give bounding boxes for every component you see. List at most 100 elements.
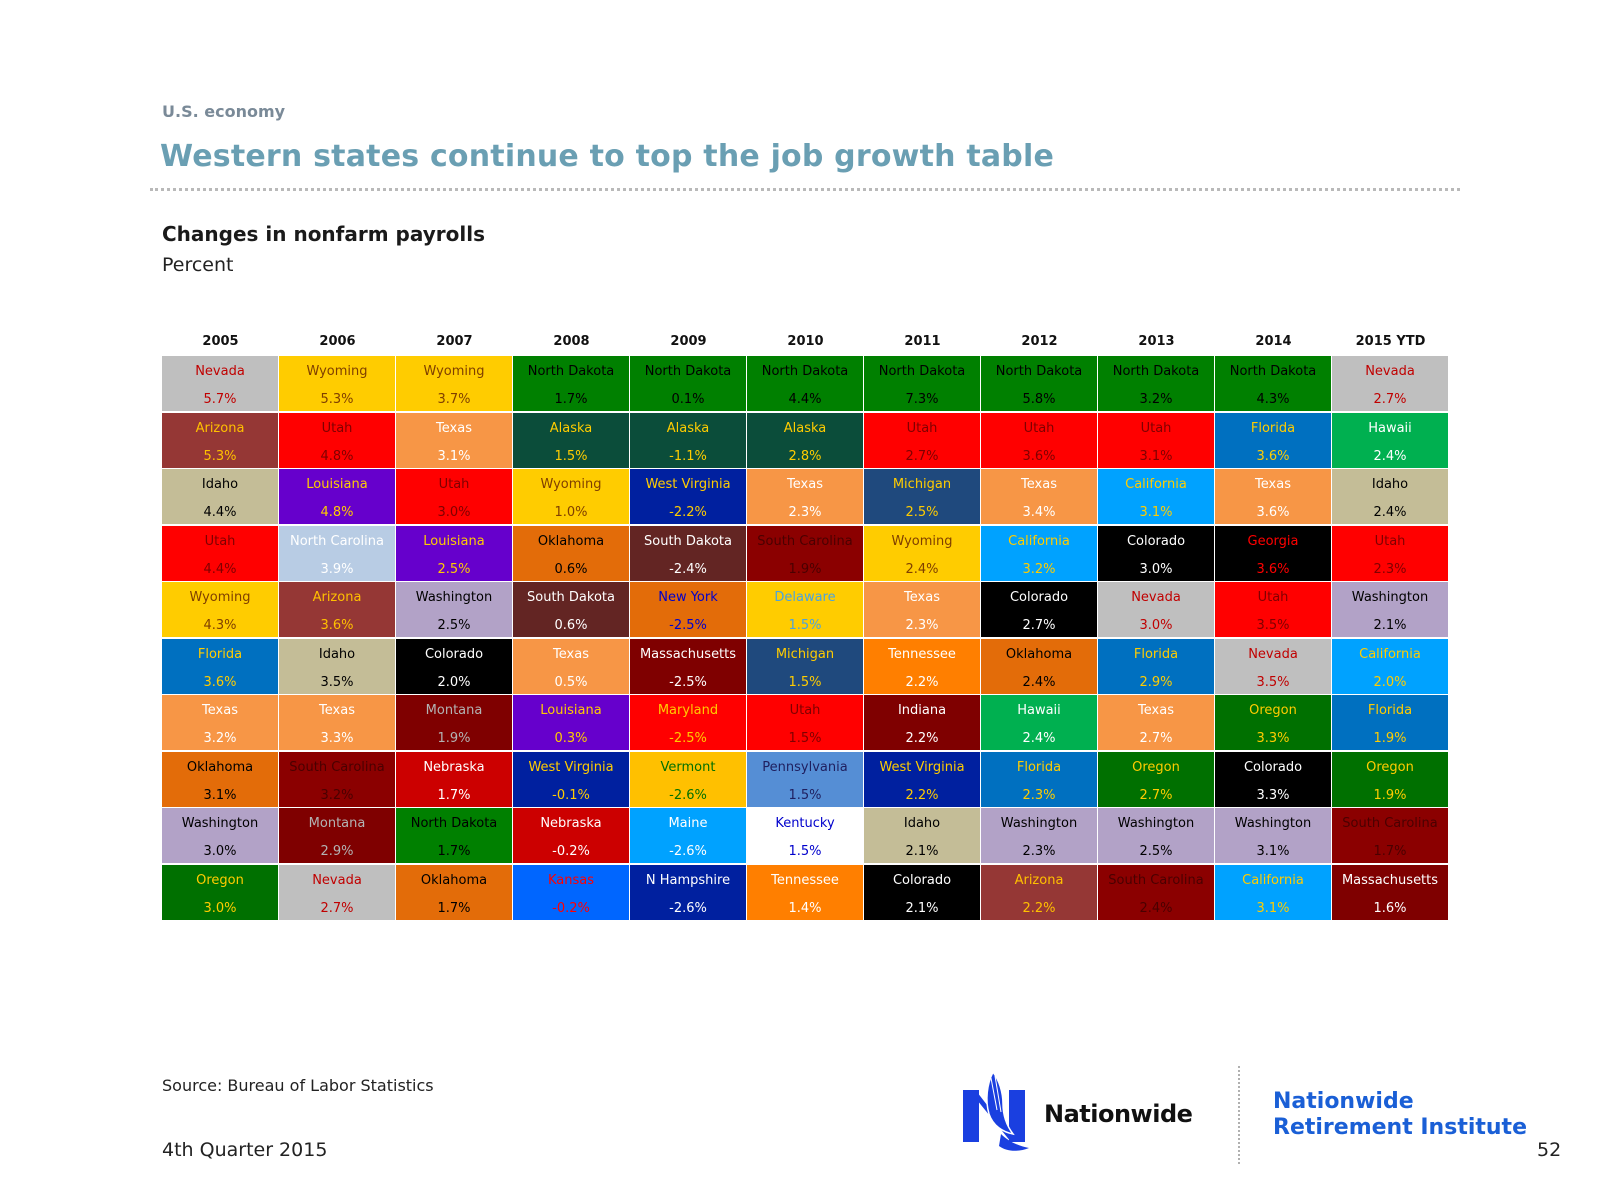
table-cell: Utah 3.0% bbox=[396, 469, 512, 524]
state-label: Oklahoma bbox=[420, 872, 488, 888]
table-cell: Nevada 3.0% bbox=[1098, 582, 1214, 637]
year-header: 2012 bbox=[1021, 334, 1058, 349]
table-cell: Colorado 2.1% bbox=[864, 864, 980, 920]
state-label: Colorado bbox=[1126, 533, 1186, 549]
growth-value: 2.2% bbox=[905, 674, 939, 690]
growth-value: 3.3% bbox=[1256, 787, 1290, 803]
state-label: Montana bbox=[425, 703, 483, 718]
state-label: Georgia bbox=[1247, 533, 1299, 549]
state-label: Maryland bbox=[657, 703, 719, 718]
growth-value: 3.1% bbox=[1256, 844, 1290, 859]
growth-value: 1.5% bbox=[788, 731, 822, 746]
state-label: Arizona bbox=[1014, 872, 1064, 888]
state-label: Colorado bbox=[1243, 759, 1303, 775]
table-cell: Nebraska -0.2% bbox=[513, 808, 629, 863]
state-label: South Dakota bbox=[644, 533, 732, 549]
table-cell: Wyoming 3.7% bbox=[396, 356, 512, 411]
growth-value: 2.7% bbox=[1139, 731, 1173, 746]
state-label: Louisiana bbox=[540, 703, 602, 718]
year-header: 2005 bbox=[202, 334, 239, 349]
table-cell: Arizona 3.6% bbox=[279, 582, 395, 637]
table-cell: Hawaii 2.4% bbox=[981, 695, 1097, 750]
state-label: Arizona bbox=[195, 420, 245, 436]
year-header: 2006 bbox=[319, 334, 356, 349]
growth-value: 2.5% bbox=[437, 618, 471, 633]
state-label: Hawaii bbox=[1368, 420, 1412, 436]
table-cell: Montana 2.9% bbox=[279, 808, 395, 863]
table-body: Nevada 5.7% Arizona 5.3% Idaho 4.4% Utah 4.4% Wy… bbox=[162, 356, 1454, 922]
growth-value: -2.6% bbox=[669, 900, 707, 916]
table-cell: South Dakota 0.6% bbox=[513, 582, 629, 637]
state-label: Texas bbox=[1138, 703, 1174, 718]
table-cell: California 3.1% bbox=[1098, 469, 1214, 524]
table-cell: Nevada 2.7% bbox=[279, 864, 395, 920]
state-label: Florida bbox=[1133, 646, 1179, 662]
state-label: Delaware bbox=[774, 590, 836, 605]
table-cell: Utah 3.1% bbox=[1098, 412, 1214, 468]
table-cell: Colorado 2.0% bbox=[396, 638, 512, 694]
year-header-row: 2005 2006 2007 2008 2009 2010 2011 2012 2013 2014… bbox=[162, 328, 1454, 356]
state-label: Oklahoma bbox=[537, 533, 605, 549]
growth-value: 3.0% bbox=[1139, 561, 1173, 577]
growth-value: 2.1% bbox=[1373, 618, 1407, 633]
table-cell: Tennessee 2.2% bbox=[864, 638, 980, 694]
table-cell: Louisiana 0.3% bbox=[513, 695, 629, 750]
growth-value: 2.7% bbox=[1022, 618, 1056, 633]
chart-title: Changes in nonfarm payrolls bbox=[162, 222, 485, 246]
growth-value: 2.3% bbox=[905, 618, 939, 633]
state-label: Oregon bbox=[1366, 759, 1414, 775]
state-label: Montana bbox=[308, 816, 366, 831]
table-cell: Maryland -2.5% bbox=[630, 695, 746, 750]
footer-divider bbox=[1238, 1066, 1240, 1164]
table-cell: Vermont -2.6% bbox=[630, 751, 746, 807]
table-cell: Michigan 2.5% bbox=[864, 469, 980, 524]
state-label: Washington bbox=[181, 816, 259, 831]
table-cell: South Carolina 1.9% bbox=[747, 525, 863, 581]
growth-value: 1.4% bbox=[788, 900, 822, 916]
growth-value: 2.8% bbox=[788, 448, 822, 464]
growth-value: 3.9% bbox=[320, 561, 354, 577]
table-cell: Oklahoma 0.6% bbox=[513, 525, 629, 581]
state-label: North Dakota bbox=[1229, 364, 1317, 379]
state-label: Nevada bbox=[1131, 590, 1181, 605]
growth-value: 1.9% bbox=[788, 561, 822, 577]
table-cell: North Dakota 0.1% bbox=[630, 356, 746, 411]
growth-value: 5.3% bbox=[203, 448, 237, 464]
table-cell: Florida 3.6% bbox=[162, 638, 278, 694]
table-cell: Texas 3.6% bbox=[1215, 469, 1331, 524]
state-label: Texas bbox=[904, 590, 940, 605]
state-label: Nevada bbox=[1248, 646, 1298, 662]
growth-value: 3.1% bbox=[437, 448, 471, 464]
table-cell: Delaware 1.5% bbox=[747, 582, 863, 637]
table-cell: Michigan 1.5% bbox=[747, 638, 863, 694]
growth-value: 3.6% bbox=[1022, 448, 1056, 464]
table-cell: Wyoming 2.4% bbox=[864, 525, 980, 581]
state-label: Nebraska bbox=[540, 816, 602, 831]
table-cell: Nevada 3.5% bbox=[1215, 638, 1331, 694]
growth-value: 3.2% bbox=[1022, 561, 1056, 577]
state-label: Utah bbox=[789, 703, 821, 718]
state-label: South Dakota bbox=[527, 590, 615, 605]
state-label: Nevada bbox=[1365, 364, 1415, 379]
table-cell: Washington 3.1% bbox=[1215, 808, 1331, 863]
table-cell: Texas 3.2% bbox=[162, 695, 278, 750]
table-cell: Nevada 5.7% bbox=[162, 356, 278, 411]
growth-value: -2.6% bbox=[669, 787, 707, 803]
table-cell: Colorado 2.7% bbox=[981, 582, 1097, 637]
growth-value: 5.8% bbox=[1022, 392, 1056, 407]
growth-value: 1.7% bbox=[554, 392, 588, 407]
table-cell: Nebraska 1.7% bbox=[396, 751, 512, 807]
table-cell: North Carolina 3.9% bbox=[279, 525, 395, 581]
page-title: Western states continue to top the job g… bbox=[160, 139, 1055, 174]
state-label: Kentucky bbox=[775, 816, 835, 831]
state-label: Oklahoma bbox=[186, 759, 254, 775]
growth-value: -2.5% bbox=[669, 731, 707, 746]
growth-value: 3.2% bbox=[320, 787, 354, 803]
table-cell: North Dakota 7.3% bbox=[864, 356, 980, 411]
state-label: New York bbox=[658, 590, 718, 605]
growth-value: 2.9% bbox=[1139, 674, 1173, 690]
table-cell: Texas 2.7% bbox=[1098, 695, 1214, 750]
state-label: Tennessee bbox=[888, 646, 956, 662]
state-label: North Dakota bbox=[1112, 364, 1200, 379]
state-label: Tennessee bbox=[771, 872, 839, 888]
